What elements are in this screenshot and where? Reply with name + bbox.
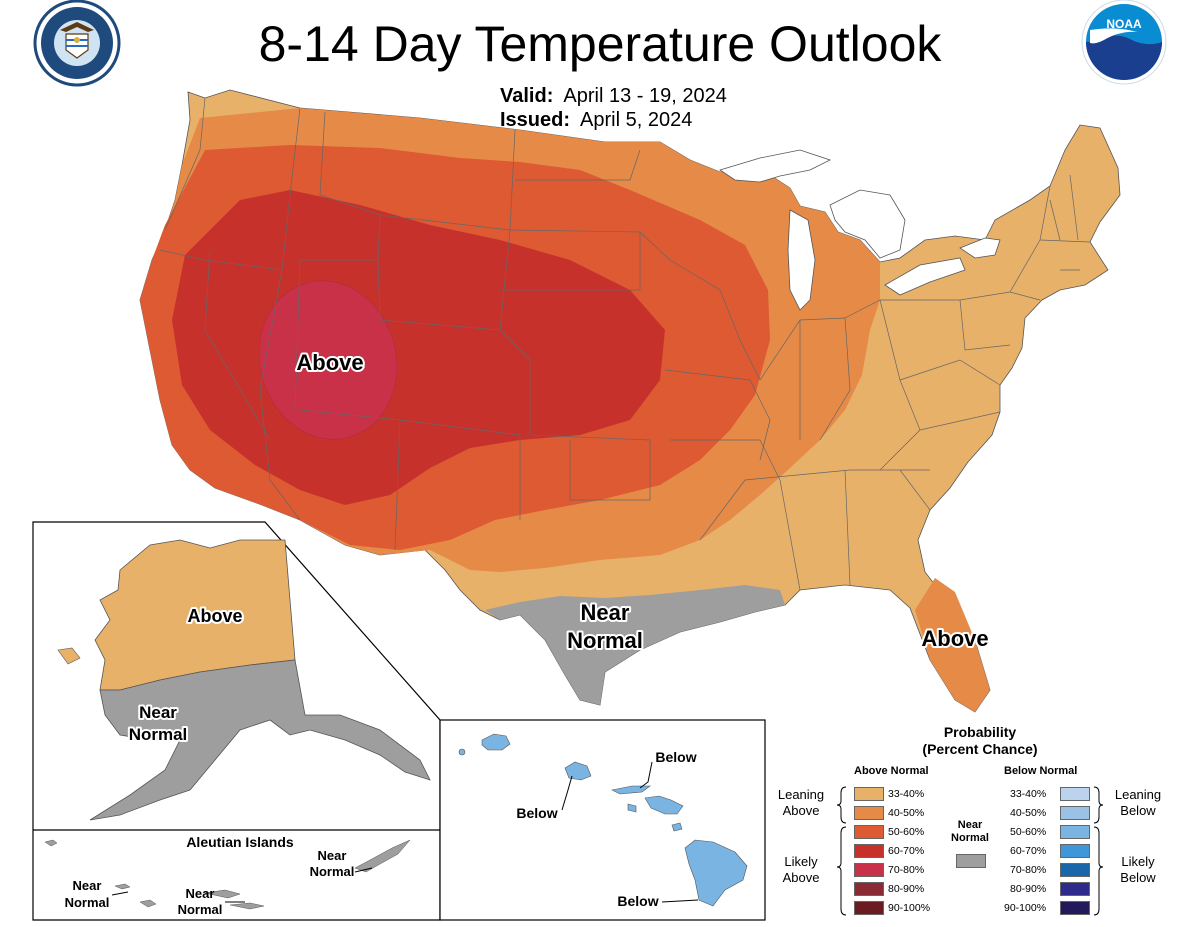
legend-swatch-above-90-100 bbox=[854, 901, 884, 915]
legend-above-header: Above Normal bbox=[854, 765, 929, 777]
legend-swatch-below-33-40 bbox=[1060, 787, 1090, 801]
noaa-logo-icon: NOAA bbox=[1081, 0, 1167, 85]
aleutian-label-normal-1: Normal bbox=[65, 895, 110, 910]
legend-above-range-60-70: 60-70% bbox=[888, 845, 925, 857]
near-normal-texas-region bbox=[485, 585, 785, 705]
legend-likely-below-line-1: Likely bbox=[1121, 854, 1155, 869]
issued-label: Issued: bbox=[500, 109, 571, 131]
conus-label-above-west: Above bbox=[296, 350, 363, 375]
legend-below-range-80-90: 80-90% bbox=[1010, 883, 1047, 895]
legend-swatch-below-60-70 bbox=[1060, 844, 1090, 858]
aleutian-label-normal-3: Normal bbox=[310, 864, 355, 879]
conus-label-near: Near bbox=[581, 600, 630, 625]
legend-swatch-below-50-60 bbox=[1060, 825, 1090, 839]
legend-above-range-70-80: 70-80% bbox=[888, 864, 925, 876]
legend-below-range-60-70: 60-70% bbox=[1010, 845, 1047, 857]
legend-near-normal-label: Near Normal bbox=[948, 819, 992, 845]
legend-braces bbox=[836, 786, 1104, 916]
legend-leaning-below: Leaning Below bbox=[1107, 787, 1169, 819]
aleutian-label-normal-2: Normal bbox=[178, 902, 223, 917]
legend-above-range-80-90: 80-90% bbox=[888, 883, 925, 895]
hawaii-label-below-3: Below bbox=[617, 893, 658, 909]
legend-swatch-below-40-50 bbox=[1060, 806, 1090, 820]
conus-label-above-florida: Above bbox=[921, 626, 988, 651]
aleutian-title: Aleutian Islands bbox=[186, 834, 294, 850]
legend-below-header: Below Normal bbox=[1004, 765, 1078, 777]
valid-value: April 13 - 19, 2024 bbox=[563, 85, 727, 107]
legend-leaning-below-line-1: Leaning bbox=[1114, 787, 1162, 802]
legend-title-line-1: Probability bbox=[943, 724, 1017, 740]
alaska-label-normal: Normal bbox=[129, 725, 188, 744]
alaska-label-near: Near bbox=[139, 703, 177, 722]
noaa-logo-text: NOAA bbox=[1106, 17, 1142, 31]
map-title: 8-14 Day Temperature Outlook bbox=[258, 16, 942, 72]
legend-swatch-above-70-80 bbox=[854, 863, 884, 877]
legend-title: Probability (Percent Chance) bbox=[880, 724, 1080, 758]
conus-label-normal: Normal bbox=[567, 628, 643, 653]
legend-below-range-50-60: 50-60% bbox=[1010, 826, 1047, 838]
legend-swatch-above-60-70 bbox=[854, 844, 884, 858]
legend-swatch-above-50-60 bbox=[854, 825, 884, 839]
alaska-island bbox=[57, 647, 81, 665]
florida-above-region bbox=[915, 578, 990, 712]
valid-dates: Valid: April 13 - 19, 2024 Issued: April… bbox=[500, 84, 727, 132]
issued-value: April 5, 2024 bbox=[580, 109, 693, 131]
legend-swatch-below-90-100 bbox=[1060, 901, 1090, 915]
legend-leaning-above: Leaning Above bbox=[770, 787, 832, 819]
legend-swatch-above-40-50 bbox=[854, 806, 884, 820]
legend-likely-above: Likely Above bbox=[770, 854, 832, 886]
legend-below-range-70-80: 70-80% bbox=[1010, 864, 1047, 876]
aleutian-label-near-1: Near bbox=[73, 878, 102, 893]
legend-likely-above-line-1: Likely bbox=[784, 854, 818, 869]
legend-swatch-near-normal bbox=[956, 854, 986, 868]
legend-above-range-90-100: 90-100% bbox=[888, 902, 931, 914]
legend-above-range-50-60: 50-60% bbox=[888, 826, 925, 838]
legend-leaning-above-line-1: Leaning bbox=[777, 787, 825, 802]
legend-near-line-2: Normal bbox=[951, 832, 989, 844]
legend-near-line-1: Near bbox=[957, 819, 983, 831]
legend-likely-above-line-2: Above bbox=[782, 870, 820, 885]
legend-swatch-below-70-80 bbox=[1060, 863, 1090, 877]
legend-swatch-above-33-40 bbox=[854, 787, 884, 801]
legend-title-line-2: (Percent Chance) bbox=[922, 741, 1038, 757]
legend-above-range-40-50: 40-50% bbox=[888, 807, 925, 819]
legend-swatch-below-80-90 bbox=[1060, 882, 1090, 896]
aleutian-label-near-3: Near bbox=[318, 848, 347, 863]
seal-icon bbox=[33, 0, 121, 87]
great-lakes bbox=[719, 149, 1001, 311]
legend-swatch-above-80-90 bbox=[854, 882, 884, 896]
hawaii-label-below-2: Below bbox=[516, 805, 557, 821]
legend: Probability (Percent Chance) Above Norma… bbox=[770, 720, 1170, 925]
legend-leaning-above-line-2: Above bbox=[782, 803, 820, 818]
aleutian-label-near-2: Near bbox=[186, 886, 215, 901]
alaska-near-normal-region bbox=[89, 659, 431, 821]
legend-likely-below-line-2: Below bbox=[1120, 870, 1156, 885]
aleutian-leader-lines bbox=[111, 867, 373, 903]
legend-below-range-90-100: 90-100% bbox=[1004, 902, 1047, 914]
alaska-label-above: Above bbox=[187, 606, 242, 626]
legend-below-range-33-40: 33-40% bbox=[1010, 788, 1047, 800]
legend-likely-below: Likely Below bbox=[1107, 854, 1169, 886]
legend-below-range-40-50: 40-50% bbox=[1010, 807, 1047, 819]
hawaii-label-below-1: Below bbox=[655, 749, 696, 765]
hawaii-leader-lines bbox=[561, 761, 699, 903]
valid-label: Valid: bbox=[500, 85, 554, 107]
state-boundaries bbox=[159, 97, 1091, 591]
aleutian-islands bbox=[44, 839, 411, 910]
legend-leaning-below-line-2: Below bbox=[1120, 803, 1156, 818]
legend-above-range-33-40: 33-40% bbox=[888, 788, 925, 800]
